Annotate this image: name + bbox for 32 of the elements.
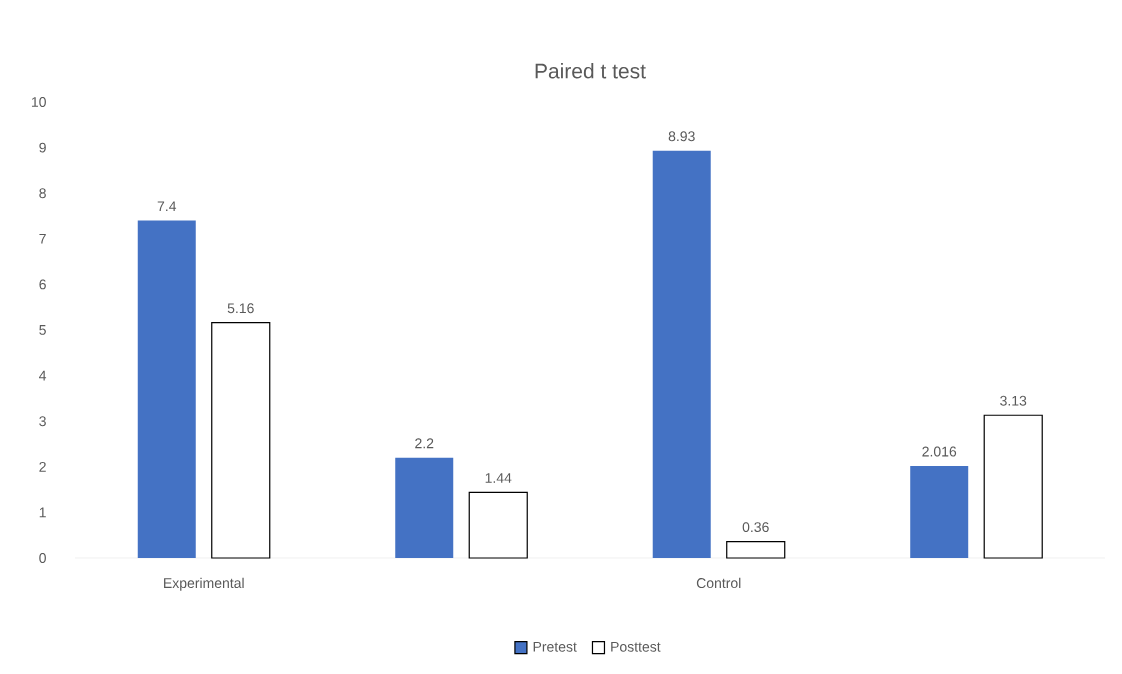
data-label: 7.4: [157, 201, 177, 212]
data-label: 3.13: [1000, 395, 1027, 406]
y-tick-label: 2: [39, 461, 46, 472]
bar: [726, 540, 786, 559]
data-label: 8.93: [668, 131, 695, 142]
bar: [468, 491, 528, 559]
data-label: 1.44: [485, 473, 512, 483]
y-tick-label: 6: [39, 279, 46, 290]
legend-label: Posttest: [611, 641, 661, 652]
bar: [652, 150, 711, 558]
y-tick-label: 0: [39, 553, 46, 563]
y-tick-label: 3: [39, 416, 46, 427]
x-tick-label: Control: [696, 577, 741, 589]
data-label: 2.016: [922, 446, 957, 457]
y-tick-label: 5: [39, 325, 46, 335]
bar: [910, 466, 969, 558]
bar: [983, 414, 1043, 559]
y-tick-label: 1: [39, 507, 46, 518]
bar: [137, 220, 196, 558]
data-label: 2.2: [415, 438, 434, 449]
y-tick-label: 7: [39, 233, 46, 244]
y-tick-label: 9: [39, 142, 46, 153]
data-label: 0.36: [742, 522, 769, 533]
bar: [211, 322, 271, 559]
data-label: 5.16: [227, 303, 254, 314]
y-tick-label: 10: [31, 97, 46, 107]
x-tick-label: Experimental: [164, 577, 244, 591]
y-tick-label: 4: [39, 370, 47, 381]
legend-label: Pretest: [533, 641, 577, 652]
bar: [395, 457, 454, 558]
y-tick-label: 8: [39, 188, 46, 199]
chart-title: Paired t test: [535, 63, 646, 79]
